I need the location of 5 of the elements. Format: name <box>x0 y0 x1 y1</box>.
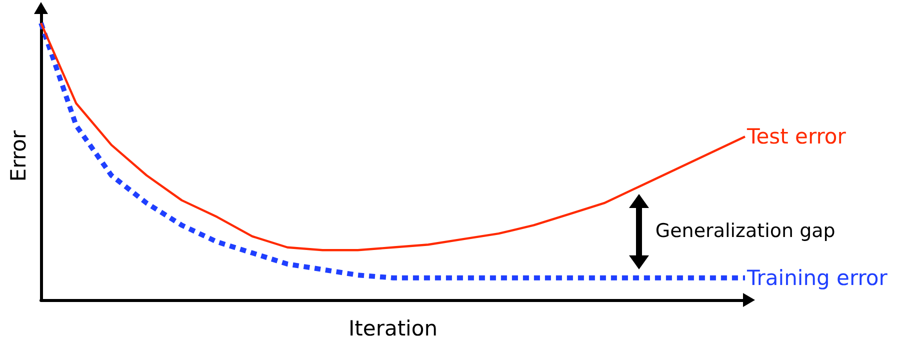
y-axis-title: Error <box>6 130 30 182</box>
annotation: Generalization gap <box>655 220 836 242</box>
series-label: Training error <box>746 266 888 290</box>
x-axis-title: Iteration <box>348 316 438 340</box>
series-label: Test error <box>746 124 846 149</box>
